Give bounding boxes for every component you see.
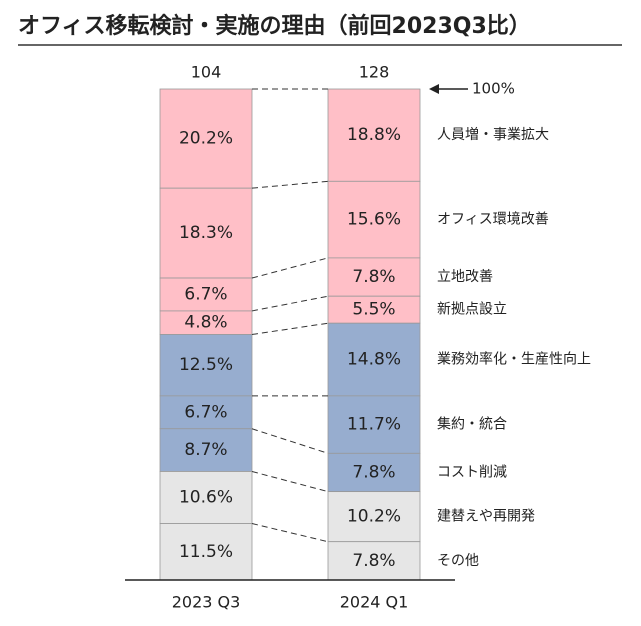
bar-segment <box>159 334 253 397</box>
value-label: 20.2% <box>179 129 233 149</box>
bar-segment <box>327 180 421 259</box>
value-label: 6.7% <box>184 284 227 304</box>
value-label: 7.8% <box>352 462 395 482</box>
legend-label: 人員増・事業拡大 <box>437 127 549 143</box>
legend-label: その他 <box>437 553 479 569</box>
chart-title: オフィス移転検討・実施の理由（前回2023Q3比） <box>18 13 531 39</box>
bar-segment <box>327 322 421 397</box>
value-label: 7.8% <box>352 551 395 571</box>
value-label: 12.5% <box>179 355 233 375</box>
bar-segment <box>159 395 253 430</box>
bar-segment <box>327 452 421 493</box>
bar-segment <box>327 395 421 454</box>
legend-label: 集約・統合 <box>437 416 507 433</box>
annotation: 100% <box>472 80 515 98</box>
x-tick-label: 2024 Q1 <box>340 593 409 612</box>
legend-label: 業務効率化・生産性向上 <box>437 351 591 368</box>
bar-segment <box>327 541 421 581</box>
value-label: 15.6% <box>347 210 401 230</box>
connector <box>251 428 329 454</box>
value-label: 18.8% <box>347 125 401 145</box>
arrow-head <box>429 84 439 94</box>
connector <box>251 295 329 312</box>
value-label: 10.2% <box>347 507 401 527</box>
bar-segment <box>327 491 421 543</box>
value-label: 11.7% <box>347 415 401 435</box>
value-label: 7.8% <box>352 267 395 287</box>
value-label: 18.3% <box>179 223 233 243</box>
value-label: 14.8% <box>347 350 401 370</box>
bar-segment <box>327 88 421 182</box>
total-label: 128 <box>359 63 390 82</box>
value-label: 11.5% <box>179 542 233 562</box>
legend-label: コスト削減 <box>437 463 507 480</box>
legend-label: 立地改善 <box>437 269 493 285</box>
legend-label: 建替えや再開発 <box>437 509 535 525</box>
bar-segment <box>159 523 253 581</box>
bar-segment <box>327 257 421 297</box>
legend-label: 新拠点設立 <box>437 302 507 318</box>
bar-segment <box>159 471 253 524</box>
connector <box>251 523 329 543</box>
bar-segment <box>159 428 253 472</box>
value-label: 10.6% <box>179 488 233 508</box>
connector <box>251 471 329 493</box>
bar-segment <box>159 277 253 312</box>
connector <box>251 257 329 279</box>
value-label: 5.5% <box>352 300 395 320</box>
connector <box>251 180 329 189</box>
total-label: 104 <box>191 63 222 82</box>
value-label: 6.7% <box>184 402 227 422</box>
legend-label: オフィス環境改善 <box>437 212 549 228</box>
connector <box>251 322 329 335</box>
x-tick-label: 2023 Q3 <box>172 593 241 612</box>
value-label: 8.7% <box>184 440 227 460</box>
value-label: 4.8% <box>184 313 227 333</box>
bar-segment <box>327 295 421 324</box>
bar-segment <box>159 187 253 279</box>
bar-segment <box>159 88 253 189</box>
